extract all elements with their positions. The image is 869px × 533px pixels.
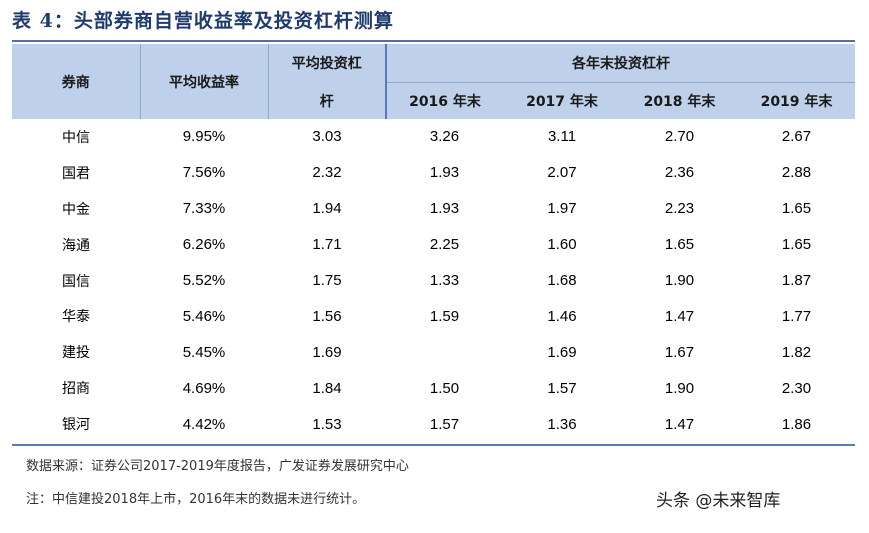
bottom-rule: [12, 444, 855, 446]
avg-leverage-cell: 1.56: [312, 307, 342, 325]
lev-2017-cell: 2.07: [547, 164, 577, 182]
lev-2017-cell: 1.60: [547, 236, 577, 254]
table-row: 建投 5.45% 1.69 1.69 1.67 1.82: [12, 334, 855, 370]
avg-return-cell: 9.95%: [182, 128, 226, 146]
table-title: 表 4：头部券商自营收益率及投资杠杆测算: [12, 10, 394, 32]
table-row: 国君 7.56% 2.32 1.93 2.07 2.36 2.88: [12, 155, 855, 191]
lev-2019-cell: 1.87: [781, 272, 812, 289]
lev-2018-cell: 2.70: [664, 128, 695, 146]
watermark: 头条 @未来智库: [656, 491, 781, 511]
lev-2018-cell: 2.36: [664, 164, 695, 182]
broker-cell: 国信: [62, 273, 90, 290]
lev-2019-cell: 2.30: [781, 379, 812, 397]
lev-2017-cell: 1.69: [547, 343, 577, 361]
broker-cell: 招商: [62, 381, 90, 398]
lev-2019-cell: 1.65: [781, 236, 812, 254]
lev-2016-cell: 1.59: [429, 307, 460, 325]
lev-2018-cell: 1.90: [664, 272, 695, 289]
lev-2019-cell: 1.86: [781, 415, 812, 433]
avg-leverage-cell: 1.84: [312, 379, 342, 397]
table-row: 银河 4.42% 1.53 1.57 1.36 1.47 1.86: [12, 406, 855, 442]
lev-2017-cell: 1.97: [547, 200, 577, 218]
avg-leverage-cell: 1.75: [312, 272, 342, 289]
avg-leverage-cell: 3.03: [312, 128, 342, 146]
header-2019: 2019 年末: [738, 82, 855, 119]
lev-2016-cell: 1.57: [429, 415, 460, 433]
header-year-end-leverage: 各年末投资杠杆: [385, 44, 855, 83]
lev-2016-cell: 2.25: [429, 236, 460, 254]
header-avg-return: 平均收益率: [139, 44, 268, 119]
lev-2016-cell: 1.33: [429, 272, 460, 289]
avg-return-cell: 7.33%: [182, 200, 226, 218]
lev-2019-cell: 2.67: [781, 128, 812, 146]
avg-leverage-cell: 1.94: [312, 200, 342, 218]
lev-2018-cell: 1.47: [664, 307, 695, 325]
avg-leverage-cell: 1.71: [312, 236, 342, 254]
header-avg-leverage-line1: 平均投资杠: [267, 44, 386, 83]
note-text: 注：中信建投2018年上市，2016年末的数据未进行统计。: [26, 492, 366, 507]
header-2016: 2016 年末: [385, 82, 503, 119]
lev-2017-cell: 3.11: [547, 128, 577, 146]
header-2017: 2017 年末: [503, 82, 621, 119]
lev-2019-cell: 1.65: [781, 200, 812, 218]
table-row: 招商 4.69% 1.84 1.50 1.57 1.90 2.30: [12, 370, 855, 406]
avg-return-cell: 5.45%: [182, 343, 226, 361]
table-row: 华泰 5.46% 1.56 1.59 1.46 1.47 1.77: [12, 298, 855, 334]
avg-leverage-cell: 2.32: [312, 164, 342, 182]
lev-2017-cell: 1.57: [547, 379, 577, 397]
header-2018: 2018 年末: [621, 82, 738, 119]
lev-2017-cell: 1.68: [547, 272, 577, 289]
table-row: 国信 5.52% 1.75 1.33 1.68 1.90 1.87: [12, 263, 855, 299]
lev-2018-cell: 1.65: [664, 236, 695, 254]
lev-2018-cell: 1.47: [664, 415, 695, 433]
avg-return-cell: 7.56%: [182, 164, 226, 182]
header-avg-leverage-line2: 杆: [267, 82, 386, 119]
lev-2016-cell: 3.26: [429, 128, 460, 146]
data-table: 券商 平均收益率 平均投资杠 各年末投资杠杆 杆 2016 年末 2017 年末…: [12, 44, 855, 442]
broker-cell: 中金: [62, 201, 90, 218]
top-rule: [12, 40, 855, 42]
lev-2019-cell: 1.77: [781, 307, 812, 325]
lev-2016-cell: 1.50: [429, 379, 460, 397]
header-broker: 券商: [12, 44, 140, 119]
avg-leverage-cell: 1.69: [312, 343, 342, 361]
table-row: 中信 9.95% 3.03 3.26 3.11 2.70 2.67: [12, 119, 855, 155]
broker-cell: 建投: [62, 345, 90, 362]
lev-2018-cell: 1.90: [664, 379, 695, 397]
lev-2016-cell: [386, 334, 503, 370]
lev-2018-cell: 1.67: [664, 343, 695, 361]
avg-return-cell: 4.42%: [182, 415, 226, 433]
avg-return-cell: 5.52%: [182, 272, 226, 289]
avg-return-cell: 5.46%: [182, 307, 226, 325]
lev-2016-cell: 1.93: [429, 200, 460, 218]
broker-cell: 海通: [62, 237, 90, 254]
lev-2018-cell: 2.23: [664, 200, 695, 218]
source-text: 数据来源：证券公司2017-2019年度报告，广发证券发展研究中心: [26, 459, 409, 474]
lev-2019-cell: 1.82: [781, 343, 812, 361]
broker-cell: 华泰: [62, 309, 90, 326]
lev-2017-cell: 1.46: [547, 307, 577, 325]
lev-2017-cell: 1.36: [547, 415, 577, 433]
broker-cell: 银河: [62, 417, 90, 434]
broker-cell: 中信: [62, 129, 90, 146]
avg-return-cell: 4.69%: [182, 379, 226, 397]
table-row: 中金 7.33% 1.94 1.93 1.97 2.23 1.65: [12, 191, 855, 227]
avg-return-cell: 6.26%: [182, 236, 226, 254]
lev-2019-cell: 2.88: [781, 164, 812, 182]
broker-cell: 国君: [62, 165, 90, 182]
avg-leverage-cell: 1.53: [312, 415, 342, 433]
table-row: 海通 6.26% 1.71 2.25 1.60 1.65 1.65: [12, 227, 855, 263]
lev-2016-cell: 1.93: [429, 164, 460, 182]
